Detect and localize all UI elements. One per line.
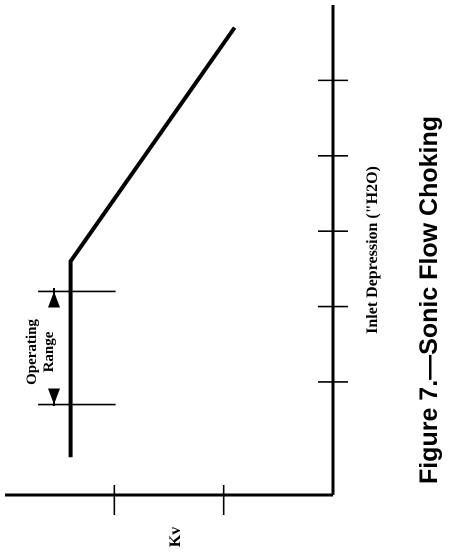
kv-curve-series-1 bbox=[68, 26, 237, 458]
annotation-line-range: Range bbox=[41, 331, 57, 372]
plot-area bbox=[5, 5, 348, 515]
y-axis-label: Kv bbox=[167, 527, 184, 547]
x-axis-label: Inlet Depression ("H2O) bbox=[364, 166, 381, 334]
figure-title: Figure 7.—Sonic Flow Choking bbox=[415, 116, 443, 484]
annotation-line-operating: Operating bbox=[24, 319, 40, 385]
operating-range-arrow-down-head bbox=[48, 388, 60, 405]
operating-range-annotation: Operating Range bbox=[24, 319, 57, 385]
operating-range-arrow-up-head bbox=[48, 291, 60, 308]
